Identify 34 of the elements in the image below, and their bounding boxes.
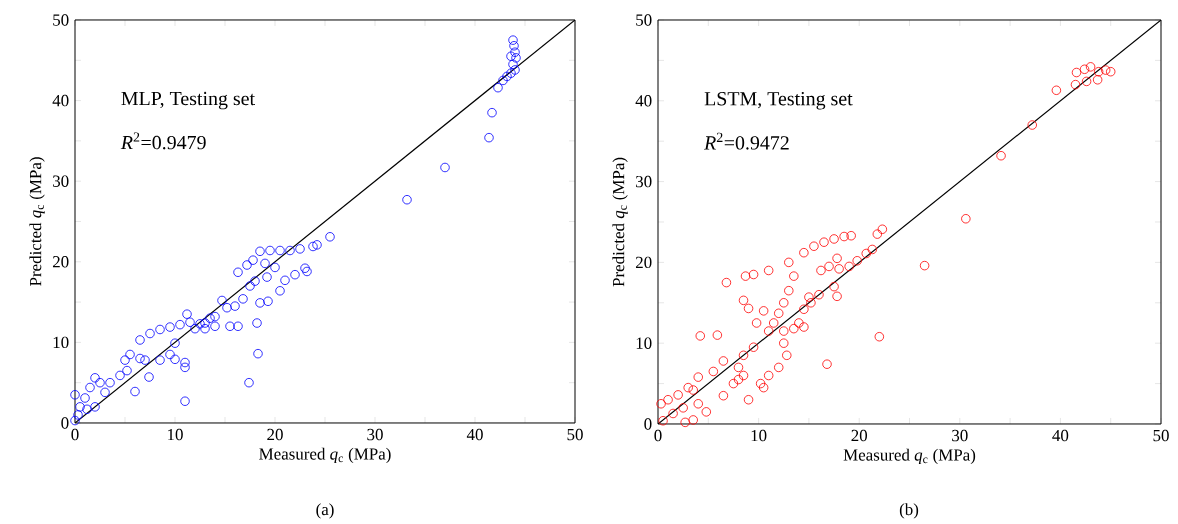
- y-tick-label: 10: [636, 337, 652, 349]
- y-tick-label: 30: [53, 175, 69, 187]
- text: (a): [316, 503, 334, 519]
- x-tick-label: 0: [654, 429, 662, 442]
- x-tick-label: 20: [851, 429, 868, 442]
- annotation: R$^{2}$=0.9479: [120, 132, 206, 150]
- annotation: R$^{2}$=0.9472: [703, 132, 789, 150]
- y-tick-label: 50: [53, 14, 69, 26]
- x-tick-label: 50: [1153, 429, 1169, 442]
- x-tick-label: 40: [466, 428, 483, 441]
- x-tick-label: 10: [751, 429, 767, 442]
- y-tick-label: 0: [644, 418, 652, 430]
- x-tick-label: 0: [71, 428, 79, 441]
- x-tick-label: 30: [367, 428, 383, 441]
- y-tick-label: 20: [52, 255, 69, 268]
- y-axis-title: Predicted q$_{c}$ (MPa): [29, 157, 45, 286]
- text: (b): [899, 503, 919, 519]
- y-tick-label: 20: [635, 256, 652, 268]
- annotation: LSTM, Testing set: [704, 91, 853, 110]
- y-tick-label: 0: [61, 417, 69, 429]
- y-tick-label: 50: [636, 14, 652, 26]
- y-axis-title: Predicted q$_{c}$ (MPa): [612, 157, 628, 287]
- x-axis-title: Measured q$_{c}$ (MPa): [843, 448, 976, 464]
- x-tick-label: 20: [267, 428, 283, 441]
- y-tick-label: 30: [636, 175, 652, 188]
- annotation: MLP, Testing set: [121, 91, 255, 110]
- y-tick-label: 40: [52, 94, 69, 107]
- x-axis-title: Measured q$_{c}$ (MPa): [259, 447, 391, 463]
- x-tick-label: 30: [952, 429, 968, 442]
- x-tick-label: 10: [168, 428, 183, 441]
- x-tick-label: 40: [1052, 429, 1069, 442]
- x-tick-label: 50: [567, 428, 583, 441]
- y-tick-label: 40: [635, 94, 652, 107]
- y-tick-label: 10: [53, 336, 69, 348]
